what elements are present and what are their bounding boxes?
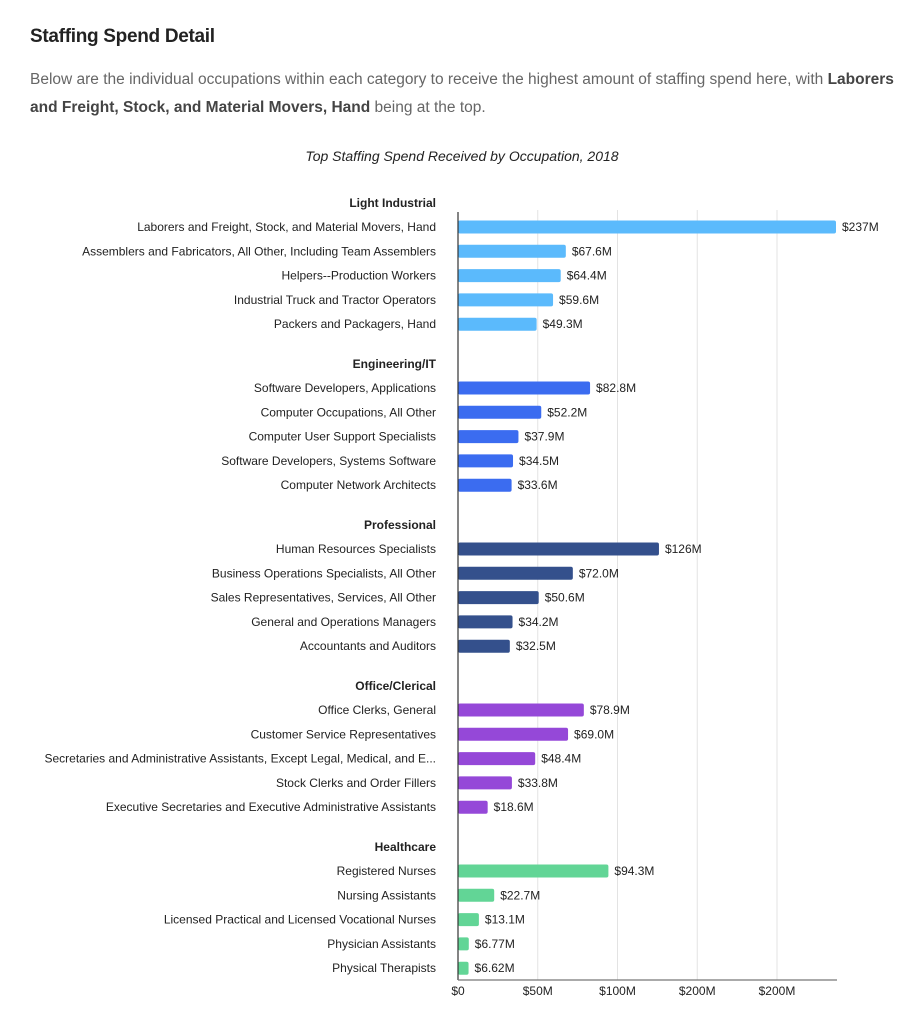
category-header: Light Industrial (349, 196, 436, 210)
data-label: $82.8M (596, 381, 636, 395)
occupation-label: Computer Occupations, All Other (261, 405, 436, 419)
data-label: $67.6M (572, 244, 612, 258)
data-label: $13.1M (485, 913, 525, 927)
data-label: $32.5M (516, 639, 556, 653)
bar (458, 800, 488, 814)
bar (458, 864, 609, 878)
occupation-label: Customer Service Representatives (251, 727, 436, 741)
data-label: $49.3M (543, 317, 583, 331)
bar (458, 220, 836, 234)
x-tick-label: $200M (679, 984, 716, 998)
bar (458, 776, 512, 790)
occupation-label: Business Operations Specialists, All Oth… (212, 566, 436, 580)
data-label: $237M (842, 220, 879, 234)
occupation-label: Human Resources Specialists (276, 542, 436, 556)
occupation-label: Office Clerks, General (318, 703, 436, 717)
category-header: Healthcare (375, 840, 437, 854)
bar (458, 639, 510, 653)
bar (458, 478, 512, 492)
x-tick-label: $200M (759, 984, 796, 998)
occupation-label: Registered Nurses (337, 864, 436, 878)
chart-title: Top Staffing Spend Received by Occupatio… (305, 148, 619, 164)
data-label: $22.7M (500, 888, 540, 902)
data-label: $69.0M (574, 727, 614, 741)
intro-highlight: Laborers and Freight, Stock, and Materia… (30, 71, 894, 116)
data-label: $6.62M (475, 961, 515, 975)
data-label: $34.2M (519, 615, 559, 629)
occupation-label: Secretaries and Administrative Assistant… (44, 752, 436, 766)
data-label: $33.6M (518, 478, 558, 492)
bar (458, 752, 536, 766)
occupation-label: Software Developers, Systems Software (221, 454, 436, 468)
section-title: Staffing Spend Detail (30, 26, 215, 47)
data-label: $64.4M (567, 269, 607, 283)
intro-suffix: being at the top. (370, 99, 486, 116)
data-label: $94.3M (614, 864, 654, 878)
data-label: $78.9M (590, 703, 630, 717)
category-header: Engineering/IT (353, 357, 437, 371)
x-tick-label: $100M (599, 984, 636, 998)
intro-paragraph: Below are the individual occupations wit… (30, 66, 910, 122)
occupation-label: Computer User Support Specialists (249, 430, 436, 444)
data-label: $18.6M (494, 800, 534, 814)
data-label: $37.9M (524, 430, 564, 444)
occupation-label: Licensed Practical and Licensed Vocation… (164, 913, 436, 927)
bar (458, 937, 469, 951)
data-label: $48.4M (541, 752, 581, 766)
occupation-label: Assemblers and Fabricators, All Other, I… (82, 244, 436, 258)
bar (458, 591, 539, 605)
occupation-label: Laborers and Freight, Stock, and Materia… (137, 220, 436, 234)
bar (458, 542, 659, 556)
occupation-label: Physician Assistants (327, 937, 436, 951)
bar (458, 727, 569, 741)
occupation-label: Helpers--Production Workers (282, 269, 437, 283)
category-header: Professional (364, 518, 436, 532)
bar (458, 293, 554, 307)
data-label: $50.6M (545, 591, 585, 605)
category-header: Office/Clerical (355, 679, 436, 693)
occupation-label: Industrial Truck and Tractor Operators (234, 293, 436, 307)
occupation-label: Computer Network Architects (281, 478, 436, 492)
bar (458, 244, 566, 258)
data-label: $59.6M (559, 293, 599, 307)
bar (458, 703, 584, 717)
occupation-label: Physical Therapists (332, 961, 436, 975)
occupation-label: Sales Representatives, Services, All Oth… (211, 591, 436, 605)
bar (458, 888, 495, 902)
occupation-label: Accountants and Auditors (300, 639, 436, 653)
occupation-label: Nursing Assistants (337, 888, 436, 902)
occupation-label: Software Developers, Applications (254, 381, 436, 395)
bar (458, 269, 561, 283)
bar (458, 913, 479, 927)
bar (458, 454, 514, 468)
occupation-label: General and Operations Managers (251, 615, 436, 629)
occupation-label: Stock Clerks and Order Fillers (276, 776, 436, 790)
data-label: $34.5M (519, 454, 559, 468)
occupation-label: Packers and Packagers, Hand (274, 317, 436, 331)
x-tick-label: $0 (451, 984, 465, 998)
data-label: $126M (665, 542, 702, 556)
bar (458, 405, 542, 419)
occupation-label: Executive Secretaries and Executive Admi… (106, 800, 436, 814)
intro-prefix: Below are the individual occupations wit… (30, 71, 828, 88)
data-label: $6.77M (475, 937, 515, 951)
data-label: $33.8M (518, 776, 558, 790)
data-label: $52.2M (547, 405, 587, 419)
bar (458, 961, 469, 975)
data-label: $72.0M (579, 566, 619, 580)
bar (458, 566, 573, 580)
bar (458, 381, 591, 395)
x-tick-label: $50M (523, 984, 553, 998)
bar (458, 430, 519, 444)
bar (458, 615, 513, 629)
bar (458, 317, 537, 331)
